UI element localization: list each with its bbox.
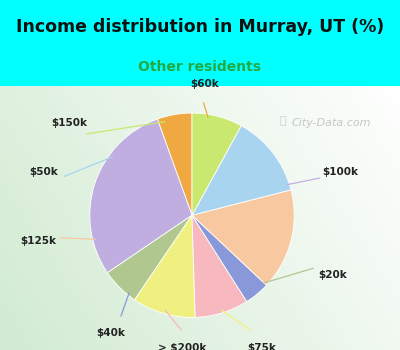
Text: $150k: $150k — [51, 118, 87, 128]
Wedge shape — [192, 215, 266, 302]
Text: $125k: $125k — [21, 236, 57, 246]
Text: $50k: $50k — [30, 167, 58, 177]
Text: Ⓢ: Ⓢ — [280, 117, 287, 126]
Text: $75k: $75k — [247, 343, 276, 350]
Text: $20k: $20k — [319, 270, 348, 280]
Wedge shape — [192, 190, 294, 285]
Text: City-Data.com: City-Data.com — [292, 118, 372, 128]
Wedge shape — [157, 113, 192, 215]
Wedge shape — [192, 215, 247, 317]
Text: $40k: $40k — [96, 328, 125, 338]
Wedge shape — [108, 215, 192, 300]
Text: $60k: $60k — [190, 79, 219, 90]
Text: > $200k: > $200k — [158, 343, 206, 350]
Wedge shape — [192, 113, 241, 215]
Text: Other residents: Other residents — [138, 60, 262, 74]
Text: Income distribution in Murray, UT (%): Income distribution in Murray, UT (%) — [16, 19, 384, 36]
Wedge shape — [192, 126, 291, 215]
Text: $100k: $100k — [322, 167, 358, 177]
Wedge shape — [90, 119, 192, 273]
Wedge shape — [134, 215, 195, 317]
